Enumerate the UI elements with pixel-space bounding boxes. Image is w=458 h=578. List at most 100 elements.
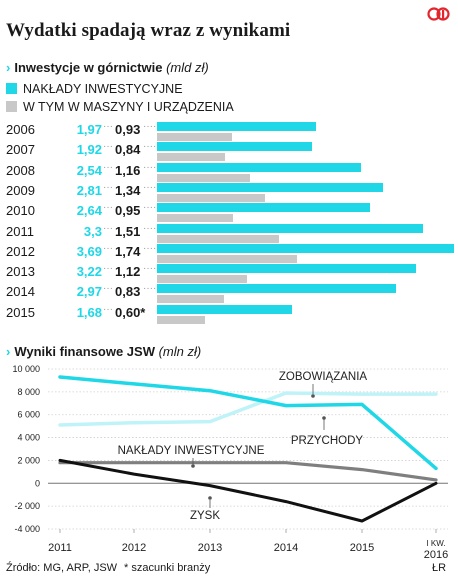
x-tick-label: 2011 xyxy=(48,542,72,554)
bar-value-label-machinery: 0,93 xyxy=(115,122,141,137)
y-tick-label: 8 000 xyxy=(17,387,40,397)
leader-dot xyxy=(208,496,212,500)
bar-machinery xyxy=(157,315,206,324)
bar-value-label-investment: 1,97 xyxy=(76,122,102,137)
author-text: ŁR xyxy=(432,562,447,574)
bar-value-label-machinery: 0,95 xyxy=(115,203,141,219)
leader-dots: ··· xyxy=(103,303,113,315)
y-tick-label: 4 000 xyxy=(17,433,40,443)
bar-investment xyxy=(157,304,293,314)
leader-dots: ··· xyxy=(103,181,113,193)
leader-dot xyxy=(322,416,326,420)
bar-value-label-machinery: 0,84 xyxy=(115,142,141,158)
leader-dots: ··· xyxy=(103,283,113,295)
logo-icon xyxy=(427,7,450,21)
bar-investment xyxy=(157,284,397,294)
bar-investment xyxy=(157,142,312,152)
bar-value-label-investment: 1,92 xyxy=(76,142,102,158)
bar-investment xyxy=(157,203,370,213)
x-tick-label: 2015 xyxy=(350,542,374,554)
bar-value-label-investment: 1,68 xyxy=(76,304,102,320)
bar-value-label-machinery: 0,60* xyxy=(115,304,146,320)
bar-machinery xyxy=(157,295,224,304)
bar-machinery xyxy=(157,133,232,141)
bar-row: 2010 2,64 ··· 0,95 ······· xyxy=(0,201,458,223)
x-tick-label: I KW. xyxy=(426,539,445,548)
bar-category-label: 2010 xyxy=(6,203,35,219)
leader-dots: ······· xyxy=(143,141,167,153)
bar-value-label-investment: 3,3 xyxy=(83,223,102,239)
bar-category-label: 2011 xyxy=(6,223,34,239)
bar-value-label-investment: 3,69 xyxy=(76,243,102,259)
bar-category-label: 2006 xyxy=(6,122,35,137)
bar-chart-unit: (mld zł) xyxy=(166,60,209,75)
legend-item-machinery: W TYM W MASZYNY I URZĄDZENIA xyxy=(6,100,234,114)
bar-category-label: 2012 xyxy=(6,243,35,259)
legend-swatch-gray xyxy=(6,101,17,112)
y-tick-label: 6 000 xyxy=(17,410,40,420)
bar-category-label: 2009 xyxy=(6,182,35,198)
y-tick-label: -4 000 xyxy=(14,524,40,534)
bar-row: 2009 2,81 ··· 1,34 ······· xyxy=(0,181,458,203)
bar-machinery xyxy=(157,214,234,223)
legend-label-investment: NAKŁADY INWESTYCYJNE xyxy=(23,82,183,96)
bar-investment xyxy=(157,182,384,192)
legend-label-machinery: W TYM W MASZYNY I URZĄDZENIA xyxy=(23,100,234,114)
x-tick-label: 2016 xyxy=(424,549,448,558)
bar-machinery xyxy=(157,234,279,243)
leader-dots: ······· xyxy=(143,222,167,234)
leader-dots: ··· xyxy=(103,121,113,132)
leader-dot xyxy=(311,394,315,398)
series-line-przychody xyxy=(58,375,438,471)
bar-value-label-investment: 2,64 xyxy=(76,203,102,219)
bar-investment xyxy=(157,162,362,172)
leader-dots: ······· xyxy=(143,202,167,214)
y-tick-label: -2 000 xyxy=(14,501,40,511)
bar-category-label: 2013 xyxy=(6,264,35,280)
section-arrow-icon: › xyxy=(6,344,11,359)
bar-machinery xyxy=(157,193,265,202)
bar-machinery xyxy=(157,153,225,162)
legend-item-investment: NAKŁADY INWESTYCYJNE xyxy=(6,82,183,96)
bar-category-label: 2007 xyxy=(6,142,35,158)
leader-dots: ······· xyxy=(143,121,167,132)
line-chart-title: Wyniki finansowe JSW xyxy=(14,344,155,359)
bar-investment xyxy=(157,122,316,131)
series-label-zobowiazania: ZOBOWIĄZANIA xyxy=(279,371,368,383)
bar-machinery xyxy=(157,173,251,182)
leader-dot xyxy=(191,464,195,468)
bar-section-header: › Inwestycje w górnictwie (mld zł) xyxy=(6,60,209,75)
x-tick-label: 2012 xyxy=(122,542,146,554)
bar-value-label-investment: 2,54 xyxy=(76,162,102,178)
leader-dots: ··· xyxy=(103,242,113,254)
leader-dots: ······· xyxy=(143,242,167,254)
bar-row: 2013 3,22 ··· 1,12 ······· xyxy=(0,262,458,284)
bar-value-label-investment: 3,22 xyxy=(76,264,102,280)
bar-value-label-investment: 2,81 xyxy=(76,182,102,198)
bar-row: 2007 1,92 ··· 0,84 ······· xyxy=(0,140,458,162)
leader-dots: ··· xyxy=(103,202,113,214)
leader-dots: ······· xyxy=(143,181,167,193)
bar-row: 2014 2,97 ··· 0,83 ······· xyxy=(0,282,458,304)
legend-swatch-cyan xyxy=(6,83,17,94)
line-chart-unit: (mln zł) xyxy=(158,344,202,359)
leader-dots: ··· xyxy=(103,222,113,234)
series-line-zobowiazania xyxy=(58,391,438,427)
y-tick-label: 0 xyxy=(35,478,40,488)
chart-title: Wydatki spadają wraz z wynikami xyxy=(6,20,291,41)
bar-row: 2012 3,69 ··· 1,74 ······· xyxy=(0,242,458,264)
source-text: Źródło: MG, ARP, JSW xyxy=(6,562,118,574)
bar-value-label-machinery: 1,34 xyxy=(115,182,141,198)
x-tick-label: 2014 xyxy=(274,542,298,554)
bar-row: 2011 3,3 ··· 1,51 ······· xyxy=(0,222,458,244)
bar-investment xyxy=(157,243,455,253)
leader-dots: ······· xyxy=(143,263,167,275)
bar-investment xyxy=(157,223,423,233)
bar-category-label: 2014 xyxy=(6,284,35,300)
bar-investment xyxy=(157,264,417,274)
bar-value-label-investment: 2,97 xyxy=(76,284,102,300)
series-label-zysk: ZYSK xyxy=(190,510,220,522)
bar-machinery xyxy=(157,275,248,284)
bar-value-label-machinery: 1,16 xyxy=(115,162,141,178)
